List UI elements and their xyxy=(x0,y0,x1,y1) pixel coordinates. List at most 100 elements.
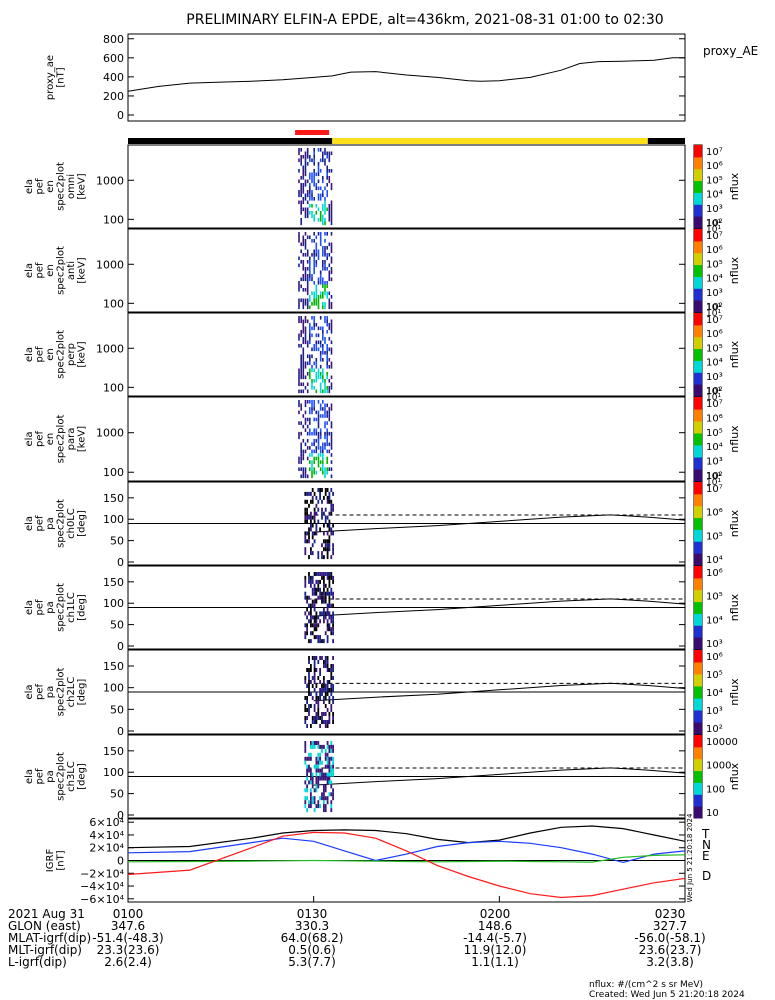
spectrogram-cell xyxy=(330,668,333,672)
spectrogram-cell xyxy=(319,611,321,616)
spectrogram-cell xyxy=(300,460,302,464)
colorbar-segment xyxy=(694,300,702,313)
spectrogram-cell xyxy=(309,295,311,299)
spectrogram-cell xyxy=(313,507,316,512)
pitch-tick-label: 150 xyxy=(103,660,124,673)
spectrogram-cell xyxy=(313,720,316,724)
spectrogram-cell xyxy=(308,668,310,672)
spectrogram-cell xyxy=(317,764,320,769)
spectrogram-cell xyxy=(324,424,326,429)
spectrogram-cell xyxy=(321,595,323,600)
spectrogram-cell xyxy=(317,232,320,236)
spectrogram-cell xyxy=(309,190,311,194)
spectrogram-cell xyxy=(308,535,310,540)
spectrogram-cell xyxy=(304,704,307,708)
spectrogram-cell xyxy=(309,183,311,187)
spectrogram-cell xyxy=(330,295,333,299)
spectrogram-cell xyxy=(324,488,327,492)
colorbar-segment xyxy=(694,613,702,626)
spectrogram-cell xyxy=(332,772,334,777)
spectrogram-cell xyxy=(330,587,333,592)
spectrogram-cell xyxy=(321,692,323,696)
spectrogram-cell xyxy=(308,579,310,584)
spectrogram-cell xyxy=(309,158,311,163)
spectrogram-cell xyxy=(322,207,324,212)
spectrogram-cell xyxy=(324,379,326,383)
spectrogram-cell xyxy=(313,587,316,592)
energy-spectrogram-ylabel: ela xyxy=(24,263,35,278)
spectrogram-cell xyxy=(302,172,305,177)
spectrogram-cell xyxy=(302,298,305,303)
spectrogram-cell xyxy=(326,539,329,544)
spectrogram-cell xyxy=(317,583,320,588)
spectrogram-cell xyxy=(306,417,309,422)
spectrogram-cell xyxy=(315,186,318,191)
spectrogram-cell xyxy=(306,615,308,620)
energy-tick-label: 100 xyxy=(103,381,124,394)
spectrogram-cell xyxy=(298,431,300,436)
spectrogram-cell xyxy=(326,183,328,187)
spectrogram-cell xyxy=(313,361,315,366)
spectrogram-cell xyxy=(315,417,318,422)
spectrogram-cell xyxy=(310,776,312,781)
orbit-row-value: 23.6(23.7) xyxy=(639,943,702,957)
spectrogram-cell xyxy=(319,295,322,299)
spectrogram-cell xyxy=(319,696,321,700)
spectrogram-cell xyxy=(324,162,326,166)
spectrogram-cell xyxy=(330,232,333,236)
spectrogram-cell xyxy=(315,615,318,620)
spectrogram-cell xyxy=(319,495,321,500)
spectrogram-cell xyxy=(324,197,326,201)
spectrogram-cell xyxy=(332,668,334,672)
spectrogram-cell xyxy=(319,214,322,219)
spectrogram-cell xyxy=(326,591,329,596)
spectrogram-cell xyxy=(306,302,309,306)
spectrogram-cell xyxy=(306,499,308,504)
spectrogram-cell xyxy=(322,221,324,226)
spectrogram-cell xyxy=(311,449,313,454)
spectrogram-cell xyxy=(326,572,329,576)
spectrogram-cell xyxy=(300,474,302,479)
spectrogram-cell xyxy=(321,796,323,801)
spectrogram-cell xyxy=(330,169,333,173)
spectrogram-cell xyxy=(328,543,331,548)
spectrogram-cell xyxy=(302,169,305,173)
spectrogram-cell xyxy=(298,333,300,338)
spectrogram-cell xyxy=(311,587,314,592)
spectrogram-cell xyxy=(309,197,311,201)
igrf-tick-label: −2×10⁴ xyxy=(80,867,124,880)
colorbar-tick-label: 10⁷ xyxy=(706,484,723,495)
spectrogram-cell xyxy=(309,267,311,271)
spectrogram-cell xyxy=(319,672,321,676)
colorbar-segment xyxy=(694,662,702,675)
pitch-spectrogram-ylabel: ela xyxy=(24,684,35,699)
spectrogram-cell xyxy=(298,179,300,184)
spectrogram-cell xyxy=(306,716,308,720)
spectrogram-cell xyxy=(309,270,311,275)
spectrogram-cell xyxy=(311,253,313,257)
spectrogram-cell xyxy=(324,664,327,668)
spectrogram-cell xyxy=(313,615,316,620)
spectrogram-cell xyxy=(317,700,320,704)
spectrogram-cell xyxy=(315,288,318,292)
spectrogram-cell xyxy=(300,382,302,387)
spectrogram-cell xyxy=(319,776,321,781)
spectrogram-cell xyxy=(304,535,307,540)
spectrogram-cell xyxy=(323,615,325,620)
spectrogram-cell xyxy=(298,372,300,376)
spectrogram-cell xyxy=(308,680,310,684)
spectrogram-cell xyxy=(311,333,313,338)
loss-cone-line xyxy=(313,514,686,533)
spectrogram-cell xyxy=(332,523,334,528)
spectrogram-cell xyxy=(326,495,329,500)
spectrogram-cell xyxy=(309,354,311,359)
spectrogram-cell xyxy=(300,249,302,254)
spectrogram-cell xyxy=(332,619,334,624)
energy-spectrogram-ylabel: para xyxy=(66,428,77,451)
spectrogram-cell xyxy=(330,603,333,608)
spectrogram-cell xyxy=(323,744,325,749)
igrf-legend-E: E xyxy=(702,849,710,863)
spectrogram-cell xyxy=(321,716,323,720)
spectrogram-cell xyxy=(315,340,318,345)
spectrogram-cell xyxy=(311,579,314,584)
